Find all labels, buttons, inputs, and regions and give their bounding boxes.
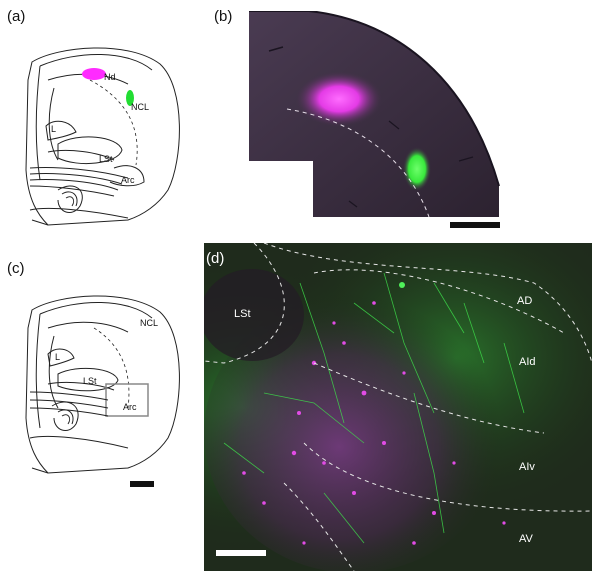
- nd-injection-site: [82, 68, 106, 80]
- panel-c-label: (c): [7, 260, 25, 277]
- panel-c-label-arc: Arc: [123, 402, 137, 412]
- panel-a-label-arc: Arc: [121, 175, 135, 185]
- panel-d-label-aid: AId: [519, 356, 536, 368]
- panel-a-label-lst: LSt: [99, 154, 113, 164]
- panel-d-label-ad: AD: [517, 295, 533, 307]
- panel-a-label-l: L: [51, 124, 57, 134]
- green-injection-b: [403, 147, 431, 191]
- green-fibers: [223, 272, 525, 544]
- ncl-injection-site: [126, 90, 134, 106]
- panel-c-label-ncl: NCL: [140, 318, 159, 328]
- panel-c-label-l: L: [55, 352, 61, 362]
- panel-a-label-nd: Nd: [104, 72, 116, 82]
- panel-b-label: (b): [214, 8, 233, 25]
- panel-c-scale-bar: [130, 481, 154, 487]
- panel-b-scale-bar: [450, 222, 500, 228]
- panel-a-label: (a): [7, 8, 26, 25]
- panel-d-label-aiv: AIv: [519, 461, 535, 473]
- panel-d-label: (d): [206, 250, 225, 267]
- panel-a-label-ncl: NCL: [131, 102, 150, 112]
- green-cell: [399, 282, 405, 288]
- magenta-injection-b: [295, 71, 383, 127]
- panel-d-scale-bar: [216, 550, 266, 556]
- panel-d-label-av: AV: [519, 533, 533, 545]
- panel-b-micrograph: [249, 11, 500, 217]
- panel-c-label-lst: LSt: [83, 376, 97, 386]
- panel-d-micrograph: [204, 243, 592, 571]
- panel-a-brain-drawing: [25, 47, 180, 226]
- panel-c-brain-drawing: [25, 295, 180, 474]
- magenta-cells: [242, 301, 506, 545]
- panel-d-label-lst: LSt: [234, 308, 251, 320]
